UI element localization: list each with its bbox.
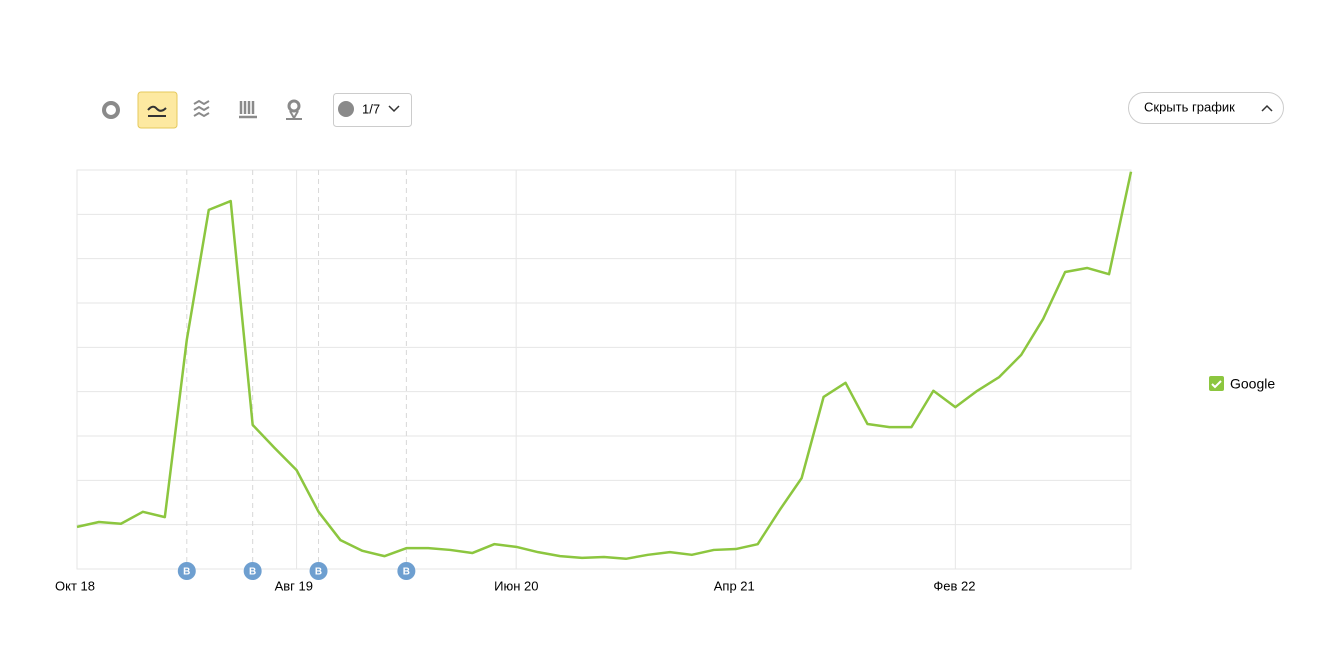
x-tick-label: Фев 22	[933, 578, 975, 593]
annotation-label: В	[183, 567, 190, 578]
comments-button[interactable]: 1/7	[333, 93, 412, 127]
annotation-label: В	[315, 567, 322, 578]
x-tick-label: Авг 19	[275, 578, 313, 593]
x-tick-label: Окт 18	[55, 578, 95, 593]
annotation-marker	[397, 562, 416, 580]
x-tick-label: Апр 21	[714, 578, 755, 593]
hide-chart-label: Скрыть график	[1144, 99, 1235, 114]
map-button[interactable]	[286, 99, 302, 121]
hide-chart-button[interactable]: Скрыть график	[1128, 92, 1284, 124]
annotation-marker	[243, 562, 262, 580]
legend-checkbox	[1209, 376, 1224, 391]
plot-frame	[76, 169, 1132, 570]
pie-button[interactable]	[102, 101, 120, 119]
comments-count: 1/7	[362, 101, 380, 116]
bars-button[interactable]	[239, 101, 257, 119]
area-button[interactable]	[193, 99, 210, 118]
annotation-label: В	[249, 567, 256, 578]
legend-item[interactable]: Google	[1209, 376, 1275, 392]
toolbar: 1/7 Скрыть график	[102, 91, 1284, 129]
legend-label: Google	[1230, 376, 1275, 392]
plot: Окт 18 Авг 19 Июн 20 Апр 21 Фев 22 В В В В Google	[55, 169, 1275, 593]
series-line	[76, 171, 1133, 561]
annotation-label: В	[403, 567, 410, 578]
legend-check	[1211, 380, 1222, 389]
annotation-marker	[177, 562, 196, 580]
x-tick-label: Июн 20	[494, 578, 538, 593]
line-button[interactable]	[137, 91, 178, 129]
annotation-marker	[309, 562, 328, 580]
